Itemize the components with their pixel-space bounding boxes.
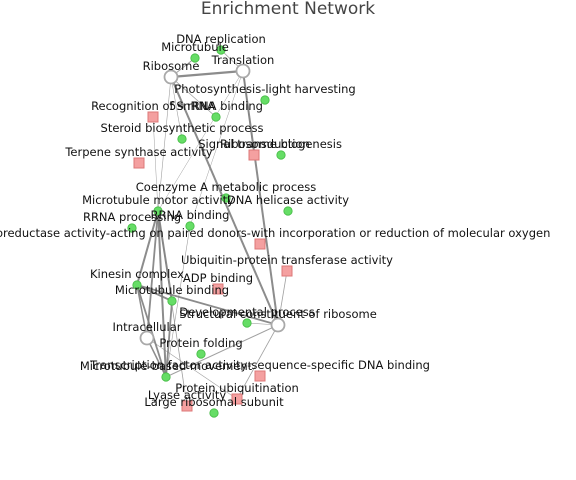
edge-translation-to-signal-transduction	[242, 70, 255, 156]
node-label-developmental-process: Developmental process	[179, 305, 315, 319]
node-signal-transduction[interactable]	[248, 149, 260, 161]
node-label-structural-constituent-of-ribosome: Structural constituent of ribosome	[179, 307, 377, 321]
node-microtubule[interactable]	[190, 53, 200, 63]
node-intracellular[interactable]	[139, 330, 155, 346]
edge-ribosome-to-translation	[170, 69, 244, 79]
edge-microtubule-motor-activity-to-kinesin-complex	[136, 210, 159, 286]
node-label-microtubule-binding: Microtubule binding	[115, 283, 229, 297]
node-label-microtubule-based-movement: Microtubule-based movement	[80, 359, 253, 373]
node-coenzyme-a-metabolic-process[interactable]	[221, 193, 231, 203]
node-oxidoreductase-activity-acting-on-paired-donors-with-incorporation-or-reduction-of-molecular-oxygen[interactable]	[254, 238, 266, 250]
node-label-intracellular: Intracellular	[112, 320, 181, 334]
node-label-5s-rrna-binding: 5S rRNA binding	[169, 99, 263, 113]
node-rrna-processing[interactable]	[127, 223, 137, 233]
edge-structural-constituent-of-ribosome-to-microtubule-based-movement	[165, 324, 279, 378]
node-label-lyase-activity: Lyase activity	[148, 388, 227, 402]
node-label-signal-transduction: Signal transduction	[198, 137, 310, 151]
node-label-oxidoreductase-activity-acting-on-paired-donors-with-incorporation-or-reduction-of-molecular-oxygen: Oxidoreductase activity-acting on paired…	[0, 226, 550, 240]
chart-title: Enrichment Network	[201, 0, 375, 19]
edge-microtubule-motor-activity-to-microtubule-based-movement	[157, 210, 167, 378]
edge-rrna-binding-to-microtubule-based-movement	[165, 225, 191, 378]
edge-ribosome-to-steroid-biosynthetic-process	[170, 76, 183, 140]
edge-structural-constituent-of-ribosome-to-protein-ubiquitination	[236, 324, 279, 400]
node-label-ribosome-biogenesis: Ribosome biogenesis	[220, 137, 342, 151]
node-label-transcription-factor-activity-sequence-specific-dna-binding: Transcription factor activity-sequence-s…	[89, 358, 430, 372]
node-label-ribosome: Ribosome	[143, 59, 200, 73]
node-microtubule-based-movement[interactable]	[161, 372, 171, 382]
nodes-layer	[127, 45, 293, 418]
node-5s-rrna-binding[interactable]	[211, 112, 221, 122]
node-ubiquitin-protein-transferase-activity[interactable]	[281, 265, 293, 277]
node-label-microtubule-motor-activity: Microtubule motor activity	[82, 193, 234, 207]
edge-microtubule-motor-activity-to-lyase-activity	[157, 210, 188, 407]
node-kinesin-complex[interactable]	[132, 280, 142, 290]
node-recognition-of-snrna[interactable]	[147, 111, 159, 123]
node-label-dna-replication: DNA replication	[176, 32, 266, 46]
node-microtubule-motor-activity[interactable]	[153, 206, 163, 216]
node-transcription-factor-activity-sequence-specific-dna-binding[interactable]	[254, 370, 266, 382]
node-label-protein-folding: Protein folding	[159, 336, 242, 350]
node-label-protein-ubiquitination: Protein ubiquitination	[175, 381, 299, 395]
edge-ubiquitin-protein-transferase-activity-to-structural-constituent-of-ribosome	[277, 270, 288, 326]
node-label-photosynthesis-light-harvesting: Photosynthesis-light harvesting	[174, 82, 355, 96]
edge-kinesin-complex-to-microtubule-binding	[136, 284, 173, 302]
node-terpene-synthase-activity[interactable]	[133, 157, 145, 169]
node-protein-ubiquitination[interactable]	[231, 393, 243, 405]
edge-microtubule-binding-to-microtubule-based-movement	[165, 300, 173, 378]
edge-ribosome-to-microtubule-motor-activity	[157, 76, 172, 212]
node-label-rrna-processing: RRNA processing	[83, 210, 181, 224]
node-label-coenzyme-a-metabolic-process: Coenzyme A metabolic process	[136, 180, 316, 194]
node-label-steroid-biosynthetic-process: Steroid biosynthetic process	[101, 121, 264, 135]
node-adp-binding[interactable]	[212, 283, 224, 295]
edge-structural-constituent-of-ribosome-to-kinesin-complex	[136, 284, 279, 326]
node-rrna-binding[interactable]	[185, 221, 195, 231]
node-protein-folding[interactable]	[196, 349, 206, 359]
edge-translation-to-microtubule-motor-activity	[157, 70, 244, 212]
node-steroid-biosynthetic-process[interactable]	[177, 134, 187, 144]
edge-microtubule-motor-activity-to-intracellular	[146, 210, 159, 339]
node-label-translation: Translation	[211, 53, 275, 67]
node-lyase-activity[interactable]	[181, 400, 193, 412]
node-label-dna-helicase-activity: DNA helicase activity	[227, 193, 349, 207]
edge-kinesin-complex-to-intracellular	[136, 284, 148, 339]
node-label-large-ribosomal-subunit: Large ribosomal subunit	[144, 395, 284, 409]
node-dna-helicase-activity[interactable]	[283, 206, 293, 216]
node-translation[interactable]	[235, 63, 251, 79]
node-label-kinesin-complex: Kinesin complex	[90, 267, 184, 281]
node-large-ribosomal-subunit[interactable]	[209, 408, 219, 418]
node-microtubule-binding[interactable]	[167, 296, 177, 306]
node-label-ubiquitin-protein-transferase-activity: Ubiquitin-protein transferase activity	[181, 253, 393, 267]
node-ribosome-biogenesis[interactable]	[276, 150, 286, 160]
edge-intracellular-to-protein-ubiquitination	[146, 337, 238, 400]
edge-kinesin-complex-to-microtubule-based-movement	[136, 284, 167, 378]
node-photosynthesis-light-harvesting[interactable]	[260, 95, 270, 105]
node-label-adp-binding: ADP binding	[183, 271, 253, 285]
node-ribosome[interactable]	[163, 69, 179, 85]
node-structural-constituent-of-ribosome[interactable]	[270, 317, 286, 333]
node-label-microtubule: Microtubule	[161, 40, 229, 54]
node-label-terpene-synthase-activity: Terpene synthase activity	[64, 145, 213, 159]
edge-recognition-of-snrna-to-microtubule-motor-activity	[152, 116, 159, 212]
edge-translation-to-rrna-binding	[189, 70, 244, 227]
node-developmental-process[interactable]	[242, 318, 252, 328]
edge-ribosome-to-5s-rrna-binding	[170, 76, 217, 118]
edges-layer	[136, 49, 288, 407]
node-label-recognition-of-snrna: Recognition of snRNA	[91, 99, 215, 113]
node-dna-replication[interactable]	[216, 45, 226, 55]
node-label-rrna-binding: RRNA binding	[151, 208, 230, 222]
